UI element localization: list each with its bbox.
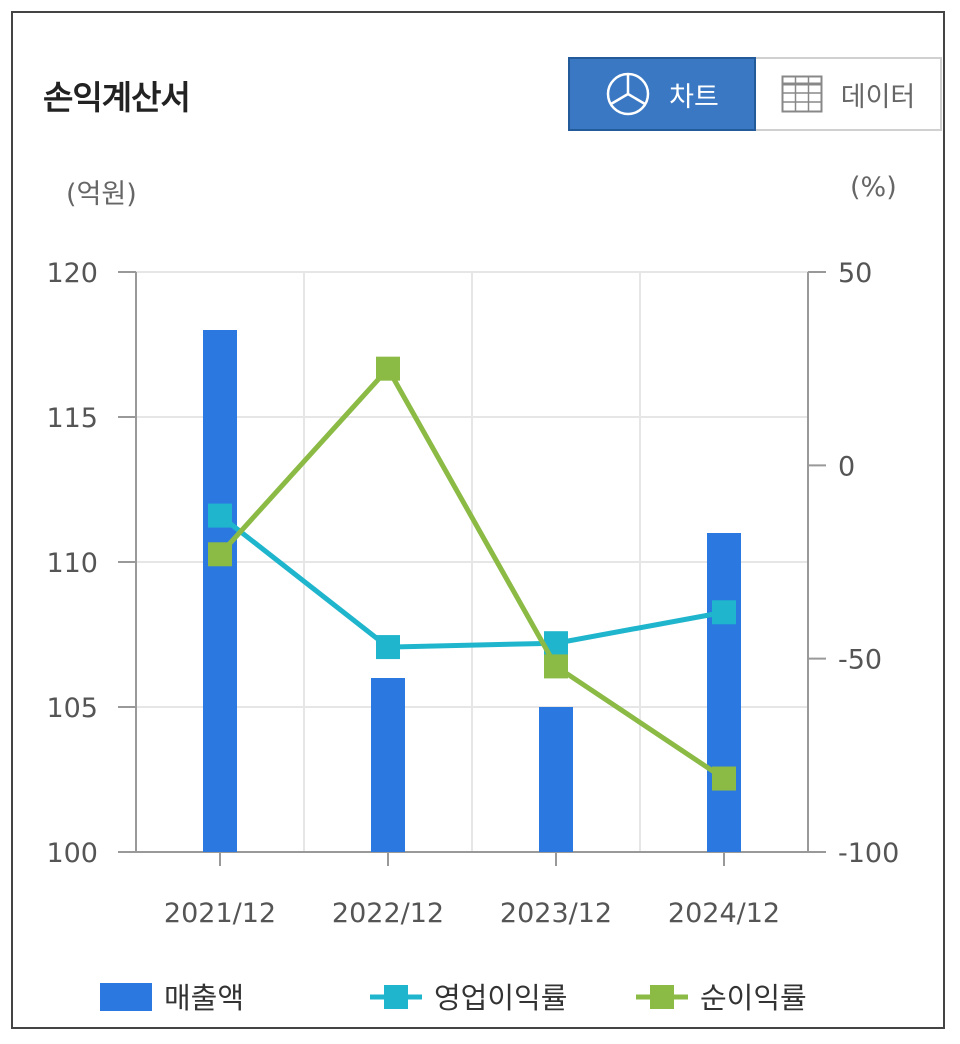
chart-tab-button[interactable]: 차트	[568, 57, 756, 131]
data-tab-button[interactable]: 데이터	[756, 57, 942, 131]
data-tab-label: 데이터	[840, 81, 916, 113]
income-statement-panel: 손익계산서 차트 데이터	[11, 11, 945, 1029]
table-grid-icon	[781, 75, 823, 113]
page-title: 손익계산서	[43, 78, 191, 117]
right-axis-unit: (%)	[850, 172, 897, 203]
view-toggle: 차트 데이터	[568, 57, 942, 131]
left-axis-unit: (억원)	[66, 179, 137, 210]
pie-chart-icon	[606, 72, 650, 116]
chart-tab-label: 차트	[669, 81, 719, 113]
